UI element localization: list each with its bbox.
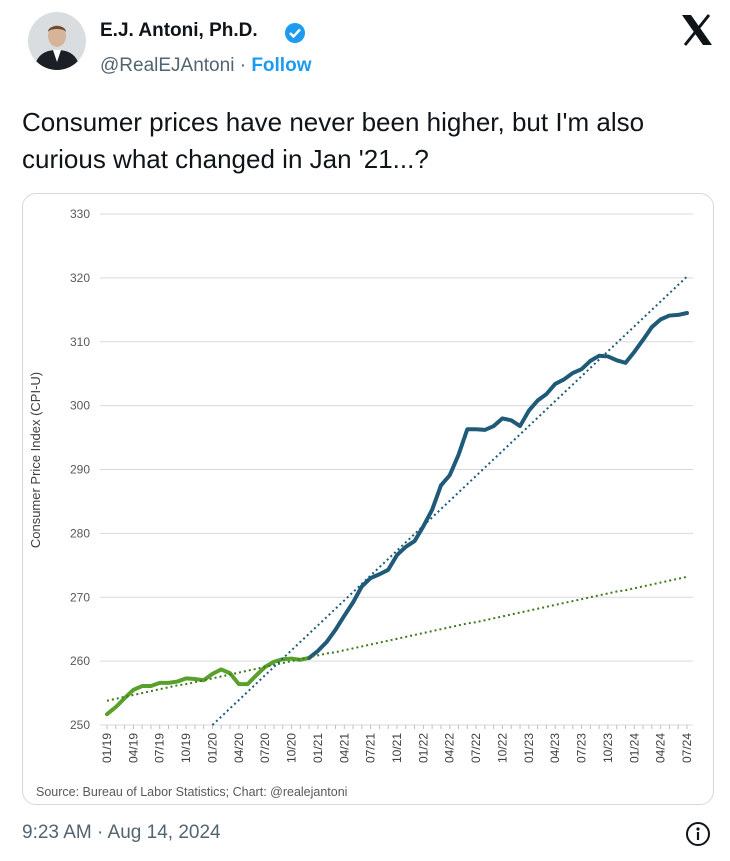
- x-tick-label: 04/19: [126, 733, 140, 763]
- trend-line: [211, 275, 688, 726]
- y-tick-label: 330: [70, 207, 90, 221]
- separator: ·: [239, 55, 247, 76]
- avatar[interactable]: [28, 12, 86, 70]
- x-tick-label: 10/19: [179, 733, 193, 763]
- x-tick-label: 07/24: [680, 733, 694, 763]
- chart: Consumer Price Index (CPI-U) Source: Bur…: [28, 207, 694, 799]
- x-tick-label: 04/23: [548, 733, 562, 763]
- media-card[interactable]: [22, 193, 714, 805]
- y-tick-label: 320: [70, 271, 90, 285]
- x-tick-label: 07/19: [153, 733, 167, 763]
- series-line: [307, 311, 689, 660]
- y-tick-label: 270: [70, 590, 90, 604]
- y-tick-label: 300: [70, 399, 90, 413]
- y-tick-label: 310: [70, 335, 90, 349]
- series-line: [105, 655, 312, 717]
- x-tick-label: 07/22: [469, 733, 483, 763]
- y-tick-label: 250: [70, 718, 90, 732]
- x-tick-label: 10/21: [390, 733, 404, 763]
- y-tick-label: 280: [70, 526, 90, 540]
- y-tick-label: 290: [70, 463, 90, 477]
- x-tick-label: 01/24: [627, 733, 641, 763]
- tweet-text: Consumer prices have never been higher, …: [22, 107, 645, 174]
- x-tick-label: 04/21: [337, 733, 351, 763]
- author-name[interactable]: E.J. Antoni, Ph.D.: [100, 20, 258, 41]
- x-tick-label: 10/20: [285, 733, 299, 763]
- x-tick-label: 04/22: [443, 733, 457, 763]
- timestamp[interactable]: 9:23 AM · Aug 14, 2024: [22, 822, 221, 843]
- y-tick-label: 260: [70, 654, 90, 668]
- handle[interactable]: @RealEJAntoni: [100, 55, 235, 76]
- x-tick-label: 07/23: [575, 733, 589, 763]
- x-tick-label: 10/22: [495, 733, 509, 763]
- x-tick-label: 04/20: [232, 733, 246, 763]
- x-tick-label: 04/24: [654, 733, 668, 763]
- info-icon[interactable]: [685, 821, 711, 847]
- x-logo[interactable]: [680, 14, 714, 46]
- x-tick-label: 01/23: [522, 733, 536, 763]
- trend-line: [106, 575, 688, 702]
- x-tick-label: 07/20: [258, 733, 272, 763]
- verified-badge: [285, 23, 305, 43]
- x-tick-label: 01/21: [311, 733, 325, 763]
- x-tick-label: 10/23: [601, 733, 615, 763]
- handle-row: @RealEJAntoni · Follow: [100, 55, 311, 77]
- x-tick-label: 01/20: [205, 733, 219, 763]
- x-tick-label: 07/21: [364, 733, 378, 763]
- follow-button[interactable]: Follow: [251, 55, 312, 76]
- x-tick-label: 01/19: [100, 733, 114, 763]
- y-axis-label: Consumer Price Index (CPI-U): [28, 372, 43, 548]
- x-tick-label: 01/22: [416, 733, 430, 763]
- chart-source: Source: Bureau of Labor Statistics; Char…: [36, 785, 347, 799]
